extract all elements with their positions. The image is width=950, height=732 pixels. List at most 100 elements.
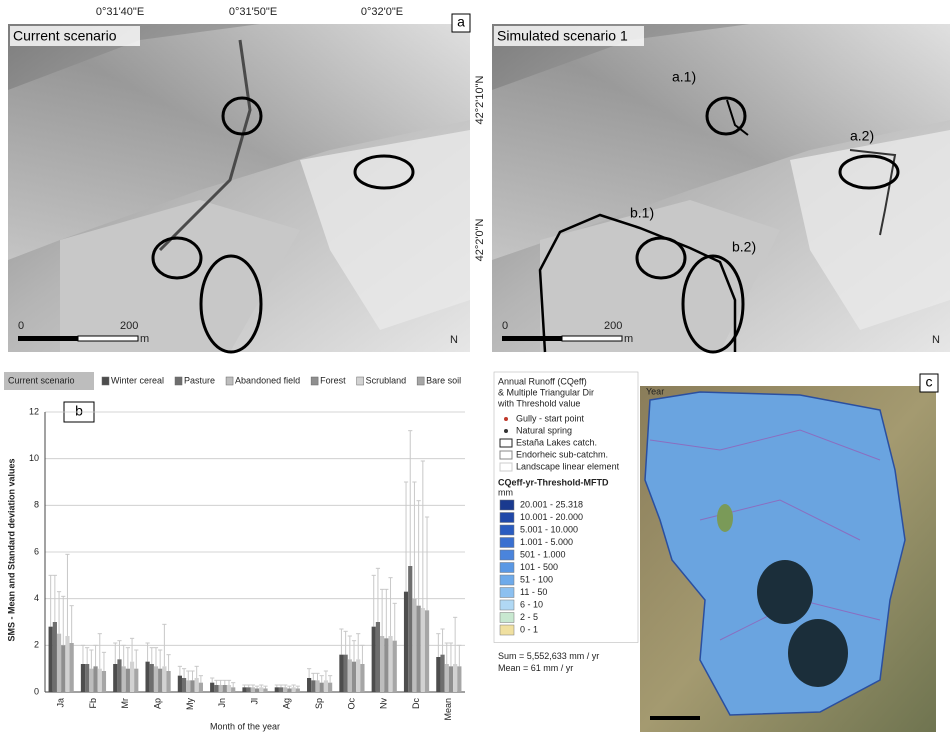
class-label: 101 - 500 xyxy=(520,562,558,572)
bar xyxy=(388,636,392,692)
runoff-map: Year c xyxy=(640,374,938,732)
bar xyxy=(145,662,149,692)
x-tick-label: Fb xyxy=(88,698,98,709)
x-tick-label: Oc xyxy=(346,698,356,710)
class-title: CQeff-yr-Threshold-MFTD xyxy=(498,477,609,487)
bar xyxy=(162,666,166,692)
lat-label: 42°2'0"N xyxy=(474,219,486,262)
bar-chart: Current scenario b SMS - Mean and Standa… xyxy=(4,372,465,731)
bar xyxy=(436,657,440,692)
bar xyxy=(247,687,251,692)
map-simulated: Simulated scenario 1 a.1) a.2) b.1) b.2)… xyxy=(492,24,950,352)
bar xyxy=(122,666,126,692)
x-tick-label: Sp xyxy=(314,698,324,709)
x-tick-label: Jl xyxy=(249,698,259,705)
bar xyxy=(449,666,453,692)
legend-swatch xyxy=(311,377,318,385)
legend-swatch xyxy=(357,377,364,385)
bar xyxy=(287,689,291,693)
bar xyxy=(356,659,360,692)
north-arrow: N xyxy=(932,334,940,346)
x-tick-label: Mr xyxy=(120,698,130,709)
mean-label: Mean = 61 mm / yr xyxy=(498,663,573,673)
bar xyxy=(275,687,279,692)
bar xyxy=(360,664,364,692)
bar xyxy=(324,680,328,692)
runoff-legend: Annual Runoff (CQeff)& Multiple Triangul… xyxy=(494,372,638,673)
class-swatch xyxy=(500,513,514,523)
bar xyxy=(255,689,259,693)
figure: Current scenario 0 200 m N Simulated sce… xyxy=(0,0,950,732)
bar xyxy=(242,687,246,692)
legend-label: Landscape linear element xyxy=(516,461,620,471)
x-tick-label: Ja xyxy=(56,698,66,708)
legend-swatch xyxy=(226,377,233,385)
y-tick-label: 10 xyxy=(29,453,39,463)
legend-label: Endorheic sub-catchm. xyxy=(516,449,608,459)
bar xyxy=(178,676,182,692)
bar xyxy=(98,669,102,692)
bar xyxy=(65,636,69,692)
class-swatch xyxy=(500,563,514,573)
bar xyxy=(150,664,154,692)
lon-label: 0°31'40"E xyxy=(96,6,144,18)
y-tick-label: 12 xyxy=(29,406,39,416)
bar xyxy=(186,680,190,692)
y-tick-label: 0 xyxy=(34,686,39,696)
class-unit: mm xyxy=(498,487,513,497)
class-swatch xyxy=(500,600,514,610)
bar xyxy=(210,683,214,692)
annotation: b.2) xyxy=(732,239,756,255)
x-tick-label: Dc xyxy=(411,698,421,709)
bar xyxy=(130,662,134,692)
bar xyxy=(328,683,332,692)
legend-label: Natural spring xyxy=(516,425,572,435)
map-current: Current scenario 0 200 m N xyxy=(8,24,470,352)
bar xyxy=(417,606,421,692)
class-swatch xyxy=(500,625,514,635)
bar xyxy=(311,680,315,692)
class-label: 20.001 - 25.318 xyxy=(520,499,583,509)
bar xyxy=(166,671,170,692)
annotation: b.1) xyxy=(630,205,654,221)
annotation: a.1) xyxy=(672,69,696,85)
bar xyxy=(384,638,388,692)
panel-label: c xyxy=(926,374,933,390)
bar xyxy=(214,685,218,692)
bar xyxy=(380,636,384,692)
bar xyxy=(81,664,85,692)
lon-label: 0°32'0"E xyxy=(361,6,403,18)
x-tick-label: My xyxy=(185,698,195,710)
bar xyxy=(320,683,324,692)
bar xyxy=(453,664,457,692)
bar xyxy=(421,608,425,692)
bar xyxy=(339,655,343,692)
class-label: 5.001 - 10.000 xyxy=(520,524,578,534)
map-label: Year xyxy=(646,386,664,396)
legend-swatch xyxy=(417,377,424,385)
bar xyxy=(57,634,61,692)
lat-label: 42°2'10"N xyxy=(474,75,486,124)
bar xyxy=(425,610,429,692)
legend-label: Abandoned field xyxy=(235,375,300,385)
y-tick-label: 4 xyxy=(34,593,39,603)
bar xyxy=(154,666,158,692)
bar xyxy=(283,687,287,692)
legend-label: Bare soil xyxy=(426,375,461,385)
x-axis-label: Month of the year xyxy=(210,721,280,731)
legend-title: & Multiple Triangular Dir xyxy=(498,387,594,397)
bar xyxy=(315,680,319,692)
bar xyxy=(259,687,263,692)
class-swatch xyxy=(500,613,514,623)
bar xyxy=(93,666,97,692)
bar xyxy=(404,592,408,692)
legend-swatch xyxy=(175,377,182,385)
class-label: 1.001 - 5.000 xyxy=(520,537,573,547)
bar xyxy=(348,659,352,692)
class-label: 10.001 - 20.000 xyxy=(520,512,583,522)
panel-label: a xyxy=(457,14,465,30)
bar xyxy=(89,669,93,692)
bar xyxy=(440,655,444,692)
scale-unit: m xyxy=(140,333,149,345)
bar xyxy=(85,664,89,692)
